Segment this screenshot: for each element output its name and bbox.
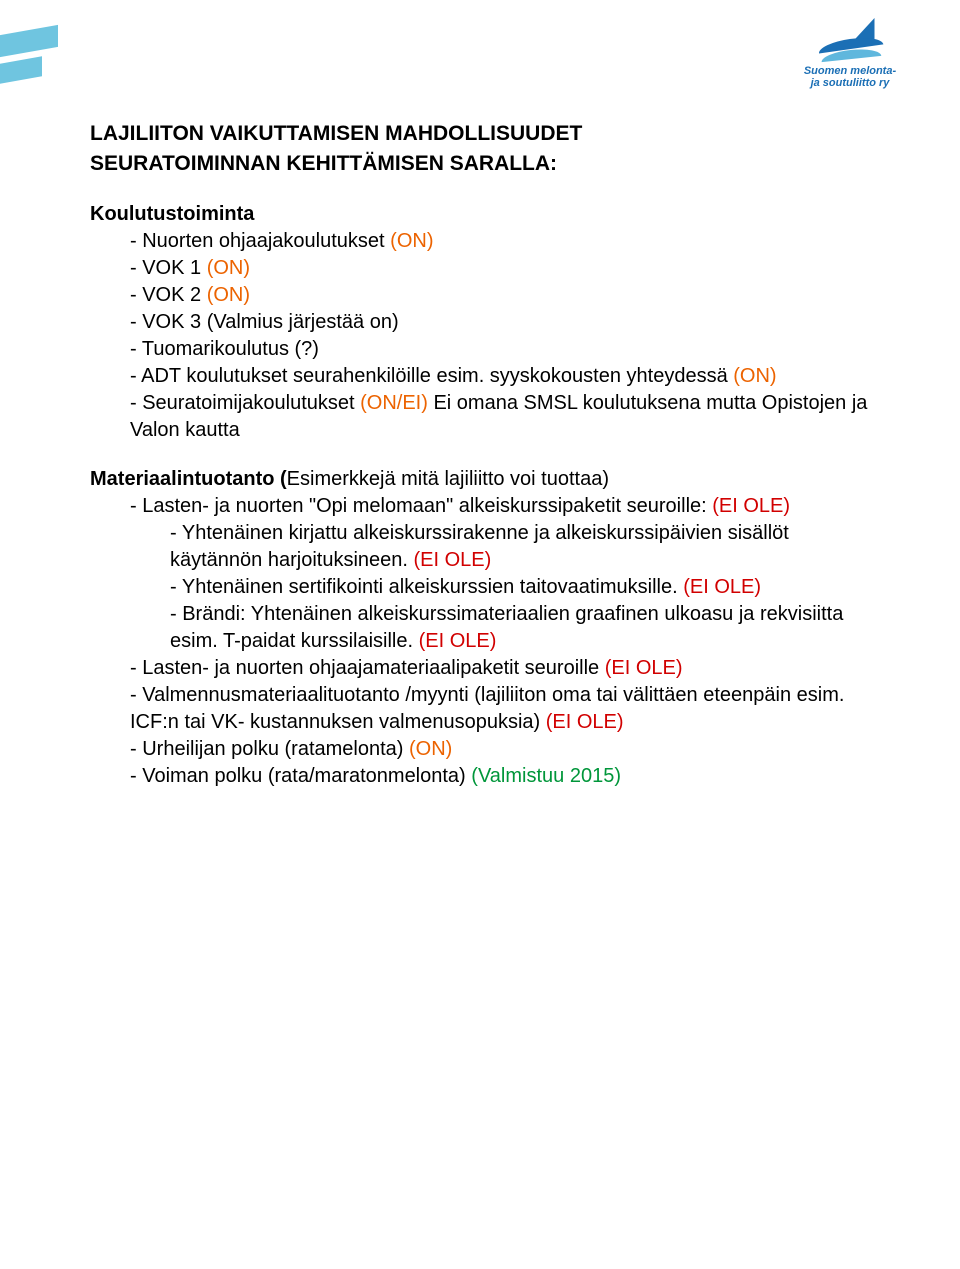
list-item: Valmennusmateriaalituotanto /myynti (laj… (130, 682, 880, 736)
list-item: VOK 2 (ON) (130, 282, 880, 309)
list-item: Seuratoimijakoulutukset (ON/EI) Ei omana… (130, 390, 880, 444)
list-item: Lasten- ja nuorten "Opi melomaan" alkeis… (130, 493, 880, 655)
section1-head: Koulutustoiminta (90, 201, 880, 228)
list-item: Yhtenäinen sertifikointi alkeiskurssien … (170, 574, 880, 601)
section2-list: Lasten- ja nuorten "Opi melomaan" alkeis… (90, 493, 880, 790)
doc-title: LAJILIITON VAIKUTTAMISEN MAHDOLLISUUDET (90, 120, 880, 148)
list-item: Nuorten ohjaajakoulutukset (ON) (130, 228, 880, 255)
doc-subtitle: SEURATOIMINNAN KEHITTÄMISEN SARALLA: (90, 150, 880, 178)
page-accent-left (0, 20, 58, 100)
list-item: Brändi: Yhtenäinen alkeiskurssimateriaal… (170, 601, 880, 655)
section1-list: Nuorten ohjaajakoulutukset (ON) VOK 1 (O… (90, 228, 880, 444)
section2-head: Materiaalintuotanto (Esimerkkejä mitä la… (90, 466, 880, 493)
list-item: VOK 1 (ON) (130, 255, 880, 282)
logo-text-line2: ja soutuliitto ry (811, 77, 890, 89)
list-item: Yhtenäinen kirjattu alkeiskurssirakenne … (170, 520, 880, 574)
document-body: LAJILIITON VAIKUTTAMISEN MAHDOLLISUUDET … (90, 120, 880, 790)
logo-icon (818, 18, 883, 63)
list-item: Tuomarikoulutus (?) (130, 336, 880, 363)
org-logo: Suomen melonta- ja soutuliitto ry (790, 18, 910, 89)
list-item: Voiman polku (rata/maratonmelonta) (Valm… (130, 763, 880, 790)
logo-text-line1: Suomen melonta- (804, 65, 896, 77)
nested-list: Yhtenäinen kirjattu alkeiskurssirakenne … (130, 520, 880, 655)
list-item: VOK 3 (Valmius järjestää on) (130, 309, 880, 336)
list-item: Lasten- ja nuorten ohjaajamateriaalipake… (130, 655, 880, 682)
list-item: ADT koulutukset seurahenkilöille esim. s… (130, 363, 880, 390)
list-item: Urheilijan polku (ratamelonta) (ON) (130, 736, 880, 763)
